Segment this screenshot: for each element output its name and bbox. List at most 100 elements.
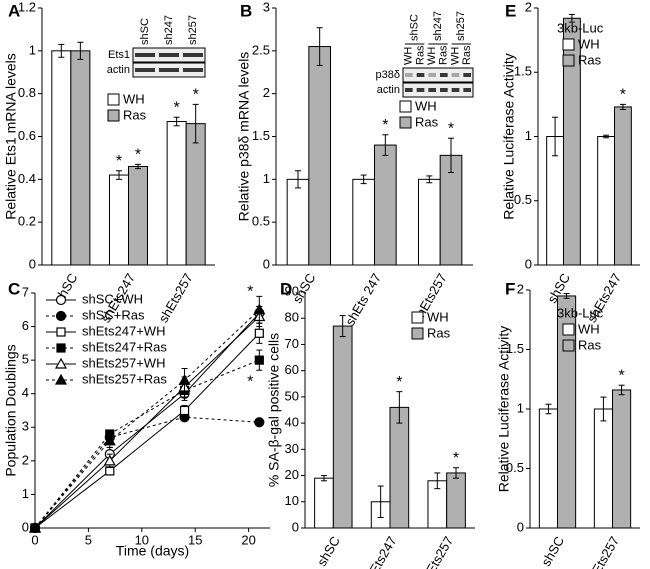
error-bar <box>563 293 570 299</box>
y-tick-label: 20 <box>285 467 299 482</box>
y-tick-label: 0.8 <box>18 85 36 100</box>
blot-band <box>135 53 155 57</box>
y-tick-label: 90 <box>285 283 299 298</box>
y-tick-label: 1.5 <box>514 64 532 79</box>
y-tick-label: 0.5 <box>514 192 532 207</box>
series-line <box>34 332 260 529</box>
bar <box>308 46 332 266</box>
y-tick-label: 70 <box>285 336 299 351</box>
legend-label: WH <box>578 321 600 336</box>
marker <box>178 374 191 385</box>
error-bar <box>600 396 607 422</box>
legend-swatch <box>107 93 120 106</box>
bar <box>374 144 397 266</box>
error-bar <box>434 472 441 490</box>
y-tick-label: 30 <box>285 441 299 456</box>
y-tick-label: 0 <box>29 256 36 271</box>
y-tick-label: 2 <box>22 452 29 467</box>
inset-lane-label: Ras <box>414 45 426 65</box>
series-line <box>34 316 260 529</box>
legend-swatch <box>107 109 120 122</box>
error-bar <box>568 13 575 23</box>
marker <box>54 357 68 369</box>
significance: * <box>453 450 459 467</box>
x-tick-label: shSC <box>538 534 567 569</box>
marker <box>253 303 266 315</box>
legend-swatch <box>411 311 424 324</box>
significance: * <box>396 374 402 391</box>
blot-band <box>416 73 425 77</box>
marker <box>254 417 265 428</box>
error-bar <box>552 116 559 157</box>
legend-label: shSC+WH <box>82 291 143 306</box>
inset-lane-label: WH <box>403 47 415 65</box>
blot-band <box>428 73 436 77</box>
y-tick-label: 80 <box>285 310 299 325</box>
y-tick-label: 2 <box>525 0 532 14</box>
legend-label: Ras <box>578 52 602 67</box>
legend-label: WH <box>427 309 449 324</box>
bar <box>417 178 441 266</box>
y-tick-label: 3 <box>22 419 29 434</box>
legend-swatch <box>399 100 412 113</box>
y-tick-label: 3 <box>263 0 270 14</box>
blot-band <box>405 73 413 77</box>
y-tick-label: 1.2 <box>18 0 36 14</box>
y-tick-label: 10 <box>285 493 299 508</box>
y-tick-label: 0.2 <box>18 214 36 229</box>
marker <box>105 466 115 476</box>
bar <box>332 325 353 529</box>
marker <box>28 521 42 533</box>
inset-lane-label: Ras <box>438 45 450 65</box>
error-bar <box>426 175 433 184</box>
bar <box>446 472 466 529</box>
y-tick-label: 5 <box>22 352 29 367</box>
error-bar <box>453 467 460 479</box>
y-tick-label: 1 <box>517 400 524 415</box>
y-tick-label: 1 <box>22 486 29 501</box>
panel-letter: A <box>8 1 20 20</box>
legend-label: shEts257+WH <box>82 355 165 370</box>
x-tick-label: shEts 247 <box>342 271 384 329</box>
y-tick-label: 1 <box>29 42 36 57</box>
legend-label: shEts247+Ras <box>82 339 167 354</box>
significance: * <box>448 120 454 137</box>
error-bar <box>618 384 625 396</box>
blot-row <box>402 82 474 98</box>
bar <box>286 178 310 266</box>
legend-label: WH <box>123 91 145 106</box>
bar <box>166 121 187 266</box>
legend-swatch <box>411 327 424 340</box>
error-bar <box>619 103 626 111</box>
legend-swatch <box>399 116 412 129</box>
x-tick-label: 5 <box>85 532 92 547</box>
marker <box>103 454 116 466</box>
error-bar <box>396 391 403 424</box>
legend-title: 3kb-Luc <box>557 20 604 35</box>
legend-title: 3kb-Luc <box>557 305 604 320</box>
legend-label: Ras <box>123 107 147 122</box>
inset-lane-label: WH <box>449 47 461 65</box>
error-bar <box>192 103 199 144</box>
y-tick-label: 0.4 <box>18 171 36 186</box>
marker <box>54 373 68 385</box>
legend-label: WH <box>415 98 437 113</box>
panel-letter: E <box>505 1 516 20</box>
x-tick-label: shEts257 <box>416 534 456 569</box>
series-line <box>34 309 260 529</box>
y-tick-label: 0 <box>22 519 29 534</box>
marker <box>55 294 67 306</box>
error-bar <box>316 27 323 66</box>
bar <box>185 123 206 266</box>
legend-swatch <box>562 323 575 336</box>
legend-label: Ras <box>415 114 439 129</box>
bar <box>597 136 615 266</box>
error-bar <box>545 403 552 415</box>
inset-column-label: sh247 <box>163 15 175 45</box>
bar <box>389 406 410 529</box>
legend-swatch <box>562 54 575 67</box>
panel-letter: F <box>505 279 515 298</box>
y-axis-title: Relative Ets1 mRNA levels <box>3 53 19 220</box>
bar <box>51 50 72 266</box>
y-tick-label: 2 <box>517 281 524 296</box>
